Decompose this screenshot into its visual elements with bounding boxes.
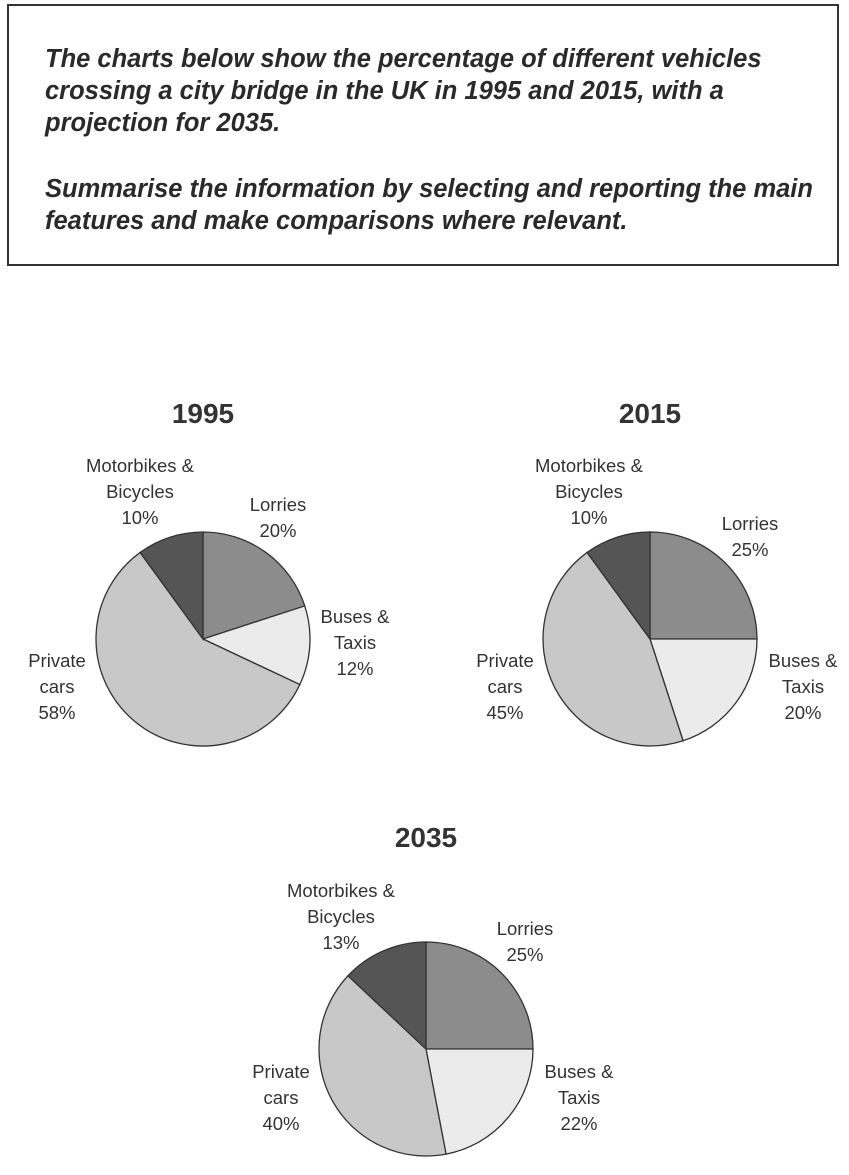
- pie-chart-2015: 2015 Lorries 25% Buses & Taxis 20% Private cars…: [476, 398, 839, 747]
- task-paragraph-2: Summarise the information by selecting a…: [45, 175, 813, 235]
- pie-slice: [542, 551, 684, 747]
- pie-slice: [139, 531, 204, 642]
- slice-label: Lorries 25%: [722, 513, 779, 560]
- pie-slice: [649, 531, 758, 640]
- pie-chart-2035: 2035 Lorries 25% Buses & Taxis 22% Private cars…: [252, 822, 615, 1157]
- slice-label: Buses & Taxis 12%: [321, 606, 391, 679]
- pie-slice: [318, 974, 447, 1157]
- pie-chart-1995: 1995 Lorries 20% Buses & Taxis 12% Private cars…: [28, 398, 391, 747]
- task-paragraph-1: The charts below show the percentage of …: [45, 45, 762, 137]
- pie-slice: [347, 941, 427, 1051]
- chart-title: 2035: [395, 822, 457, 853]
- chart-title: 1995: [172, 398, 234, 429]
- pie-slice: [425, 941, 534, 1050]
- slice-label: Lorries 20%: [250, 494, 307, 541]
- chart-title: 2015: [619, 398, 681, 429]
- pie-slice: [649, 638, 758, 742]
- pie-slice: [95, 551, 301, 747]
- pie-slice: [201, 605, 311, 686]
- slice-label: Private cars 40%: [252, 1061, 310, 1134]
- slice-label: Motorbikes & Bicycles 10%: [535, 455, 644, 528]
- slice-label: Motorbikes & Bicycles 10%: [86, 455, 195, 528]
- slice-label: Buses & Taxis 22%: [545, 1061, 615, 1134]
- slice-label: Motorbikes & Bicycles 13%: [287, 880, 396, 953]
- slice-label: Lorries 25%: [497, 918, 554, 965]
- pie-slice: [586, 531, 651, 642]
- slice-label: Private cars 58%: [28, 650, 86, 723]
- slice-label: Private cars 45%: [476, 650, 534, 723]
- slice-label: Buses & Taxis 20%: [769, 650, 839, 723]
- pie-slice: [202, 531, 306, 640]
- pie-slice: [425, 1048, 534, 1155]
- task-prompt-box: The charts below show the percentage of …: [7, 4, 839, 266]
